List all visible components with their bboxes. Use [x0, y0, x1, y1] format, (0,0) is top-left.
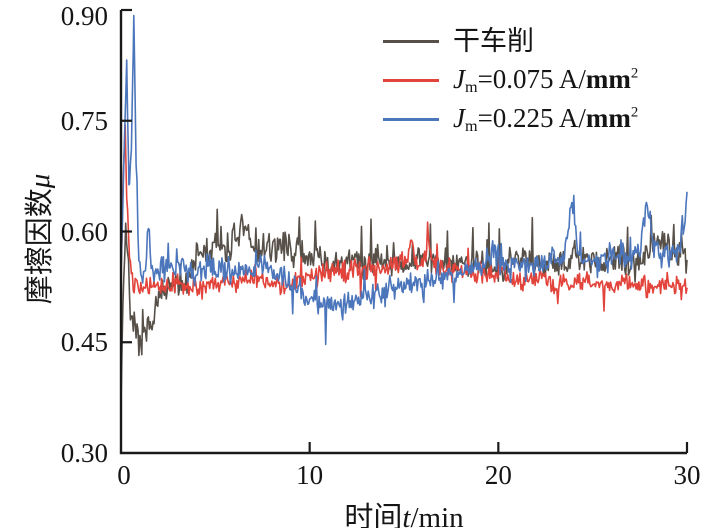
- y-tick-label: 0.30: [60, 438, 108, 468]
- legend-item-dry-turning: 干车削: [383, 22, 638, 61]
- series-line-0: [120, 208, 688, 406]
- series-line-2: [120, 14, 688, 346]
- x-axis-title-text: 时间: [344, 502, 403, 528]
- legend-item-jm-0075: Jm=0.075 A/mm2: [383, 61, 638, 100]
- y-tick-label: 0.60: [60, 216, 108, 247]
- legend-line-jm-0225: [383, 118, 439, 121]
- x-tick-label: 0: [117, 460, 131, 490]
- x-axis-title-symbol: t: [402, 502, 411, 528]
- y-tick-label: 0.90: [60, 1, 108, 31]
- series-line-1: [120, 124, 688, 312]
- legend-item-jm-0225: Jm=0.225 A/mm2: [383, 100, 638, 139]
- y-axis-title-text: 摩擦因数: [24, 188, 56, 305]
- x-tick-label: 10: [296, 460, 324, 490]
- legend-line-jm-0075: [383, 79, 439, 82]
- x-axis-title: 时间t/min: [121, 494, 687, 528]
- x-axis-title-unit: /min: [410, 502, 464, 528]
- legend: 干车削 Jm=0.075 A/mm2 Jm=0.225 A/mm2: [383, 22, 638, 139]
- legend-line-dry-turning: [383, 40, 439, 43]
- x-tick-label: 20: [484, 460, 512, 490]
- x-tick-label: 30: [673, 460, 701, 490]
- legend-label-dry-turning: 干车削: [453, 26, 534, 56]
- y-axis-title-symbol: μ: [24, 173, 56, 189]
- y-tick-label: 0.45: [60, 327, 108, 358]
- legend-label-jm-0225: Jm=0.225 A/mm2: [453, 102, 639, 135]
- y-tick-label: 0.75: [60, 105, 108, 136]
- legend-label-jm-0075: Jm=0.075 A/mm2: [453, 63, 639, 96]
